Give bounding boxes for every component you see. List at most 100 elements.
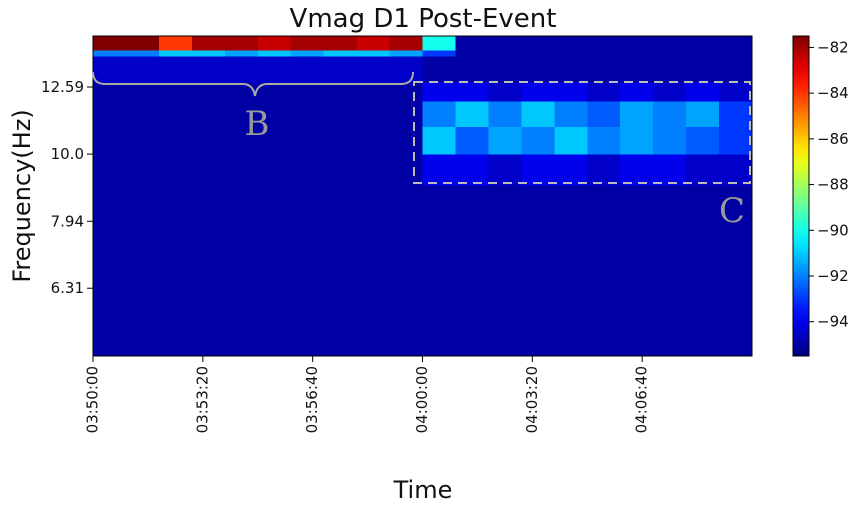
heatmap-cell — [356, 184, 391, 357]
heatmap-cell — [191, 154, 226, 186]
heatmap-cell — [620, 154, 654, 186]
heatmap-cell — [191, 49, 226, 57]
heatmap-cell — [191, 184, 226, 357]
colorbar-tick-label: −88 — [817, 176, 849, 194]
heatmap-cell — [389, 36, 423, 51]
x-tick-label: 04:00:00 — [413, 366, 431, 433]
heatmap-cell — [191, 126, 226, 155]
heatmap-cell — [719, 100, 753, 127]
heatmap-cell — [93, 184, 127, 357]
heatmap-cell — [653, 184, 687, 357]
heatmap-cell — [521, 100, 555, 127]
heatmap-cell — [290, 56, 325, 83]
heatmap-cell — [521, 36, 555, 51]
bracket — [92, 71, 414, 97]
y-tick-label: 6.31 — [51, 279, 84, 297]
heatmap-cell — [257, 82, 292, 102]
heatmap-cell — [191, 36, 226, 51]
heatmap-cell — [653, 126, 687, 155]
heatmap-cell — [455, 36, 489, 51]
heatmap-cell — [521, 184, 555, 357]
heatmap-cell — [686, 184, 720, 357]
heatmap-cell — [719, 82, 753, 102]
heatmap-cell — [719, 154, 753, 186]
heatmap-cell — [587, 126, 621, 155]
heatmap-cell — [224, 154, 259, 186]
x-tick-label: 04:03:20 — [523, 366, 541, 433]
heatmap-cell — [257, 56, 292, 83]
heatmap-cell — [257, 184, 292, 357]
heatmap-cell — [686, 49, 720, 57]
heatmap-cell — [521, 56, 555, 83]
heatmap-cell — [521, 154, 555, 186]
heatmap-cell — [686, 82, 720, 102]
y-tick-label: 7.94 — [51, 212, 84, 230]
heatmap-cell — [389, 154, 423, 186]
heatmap-cell — [158, 154, 193, 186]
heatmap-cell — [389, 56, 423, 83]
heatmap-cell — [653, 100, 687, 127]
heatmap-cell — [554, 82, 588, 102]
heatmap-cell — [257, 126, 292, 155]
heatmap-cell — [587, 49, 621, 57]
heatmap-cell — [356, 56, 391, 83]
heatmap-cell — [125, 82, 160, 102]
heatmap-cell — [587, 82, 621, 102]
heatmap-cell — [686, 154, 720, 186]
colorbar-tick-label: −94 — [817, 313, 849, 331]
heatmap-cell — [455, 126, 489, 155]
annotation: C — [719, 191, 745, 231]
heatmap-cell — [719, 36, 753, 51]
heatmap-cell — [653, 154, 687, 186]
heatmap-cell — [422, 184, 456, 357]
heatmap-cell — [587, 184, 621, 357]
heatmap-cell — [323, 49, 358, 57]
heatmap-cell — [191, 82, 226, 102]
heatmap-cell — [191, 56, 226, 83]
heatmap-cell — [488, 82, 522, 102]
heatmap-cell — [125, 49, 160, 57]
heatmap-cell — [521, 126, 555, 155]
heatmap-cell — [488, 100, 522, 127]
heatmap-cell — [257, 100, 292, 127]
heatmap-cell — [323, 56, 358, 83]
heatmap-cell — [554, 56, 588, 83]
heatmap-cell — [554, 100, 588, 127]
heatmap-cell — [323, 126, 358, 155]
heatmap-cell — [224, 36, 259, 51]
heatmap-cell — [422, 82, 456, 102]
heatmap-cell — [554, 154, 588, 186]
heatmap-cell — [554, 126, 588, 155]
heatmap-cell — [389, 184, 423, 357]
heatmap-cell — [719, 49, 753, 57]
heatmap-cell — [93, 49, 127, 57]
heatmap-cell — [686, 36, 720, 51]
heatmap-cell — [686, 56, 720, 83]
colorbar — [792, 35, 810, 357]
heatmap-cell — [93, 126, 127, 155]
heatmap-cell — [125, 56, 160, 83]
heatmap-cell — [455, 154, 489, 186]
heatmap-cell — [719, 126, 753, 155]
x-tick-label: 03:56:40 — [303, 366, 321, 433]
heatmap-cell — [158, 126, 193, 155]
dashed-box — [413, 81, 751, 184]
heatmap-cell — [389, 100, 423, 127]
heatmap-cell — [686, 126, 720, 155]
x-tick-label: 04:06:40 — [633, 366, 651, 433]
heatmap-cell — [422, 49, 456, 57]
heatmap-cell — [719, 56, 753, 83]
heatmap-cell — [653, 82, 687, 102]
heatmap-cell — [290, 184, 325, 357]
heatmap-cell — [93, 100, 127, 127]
heatmap-cell — [158, 100, 193, 127]
heatmap-cell — [290, 36, 325, 51]
heatmap-cell — [125, 36, 160, 51]
heatmap-cell — [620, 56, 654, 83]
heatmap-cell — [290, 154, 325, 186]
heatmap-cell — [455, 82, 489, 102]
heatmap-cell — [587, 154, 621, 186]
heatmap-cell — [554, 36, 588, 51]
colorbar-tick-label: −82 — [817, 38, 849, 56]
